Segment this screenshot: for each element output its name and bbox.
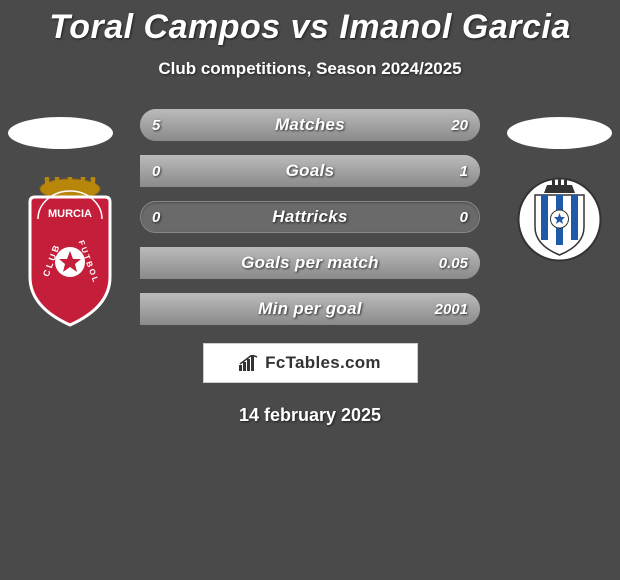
fctables-logo-text: FcTables.com	[265, 353, 381, 373]
stat-row: 0Hattricks0	[140, 201, 480, 233]
stat-row: 0Goals1	[140, 155, 480, 187]
comparison-panel: MURCIA C L U B F U T B O L 5Matches200Go…	[0, 109, 620, 426]
stat-row: Min per goal2001	[140, 293, 480, 325]
stat-value-right: 2001	[435, 293, 468, 325]
stat-label: Hattricks	[140, 201, 480, 233]
club-crest-right	[517, 177, 602, 262]
stat-bars: 5Matches200Goals10Hattricks0Goals per ma…	[140, 109, 480, 325]
page-title: Toral Campos vs Imanol Garcia	[0, 0, 620, 47]
player-platform-left	[8, 117, 113, 149]
stat-label: Goals per match	[140, 247, 480, 279]
stat-label: Min per goal	[140, 293, 480, 325]
stat-value-right: 1	[460, 155, 468, 187]
stat-label: Matches	[140, 109, 480, 141]
stat-value-right: 20	[451, 109, 468, 141]
chart-icon	[239, 355, 259, 371]
player-platform-right	[507, 117, 612, 149]
stat-label: Goals	[140, 155, 480, 187]
svg-text:MURCIA: MURCIA	[48, 208, 92, 220]
stat-value-right: 0.05	[439, 247, 468, 279]
stat-value-right: 0	[460, 201, 468, 233]
fctables-logo: FcTables.com	[203, 343, 418, 383]
club-crest-left: MURCIA C L U B F U T B O L	[20, 177, 120, 327]
update-date: 14 february 2025	[0, 405, 620, 426]
page-subtitle: Club competitions, Season 2024/2025	[0, 59, 620, 79]
stat-row: Goals per match0.05	[140, 247, 480, 279]
stat-row: 5Matches20	[140, 109, 480, 141]
